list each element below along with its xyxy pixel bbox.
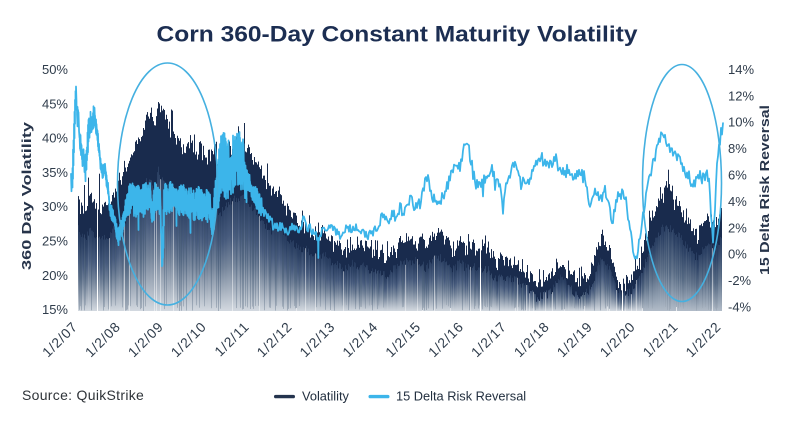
svg-text:6%: 6%	[728, 168, 747, 183]
svg-text:Source: QuikStrike: Source: QuikStrike	[22, 387, 144, 403]
svg-text:0%: 0%	[728, 247, 747, 262]
svg-text:Volatility: Volatility	[302, 389, 350, 404]
svg-text:45%: 45%	[42, 96, 68, 111]
svg-text:10%: 10%	[728, 115, 754, 130]
svg-text:2%: 2%	[728, 220, 747, 235]
svg-text:15 Delta Risk Reversal: 15 Delta Risk Reversal	[757, 105, 772, 275]
svg-text:Corn 360-Day Constant Maturity: Corn 360-Day Constant Maturity Volatilit…	[157, 22, 639, 47]
svg-text:15 Delta Risk Reversal: 15 Delta Risk Reversal	[396, 389, 526, 404]
svg-text:30%: 30%	[42, 199, 68, 214]
svg-text:15%: 15%	[42, 302, 68, 317]
svg-text:-4%: -4%	[728, 300, 752, 315]
svg-text:14%: 14%	[728, 62, 754, 77]
svg-text:360 Day Volatility: 360 Day Volatility	[19, 121, 34, 270]
svg-text:-2%: -2%	[728, 273, 752, 288]
svg-text:25%: 25%	[42, 234, 68, 249]
svg-text:40%: 40%	[42, 131, 68, 146]
svg-text:4%: 4%	[728, 194, 747, 209]
svg-text:35%: 35%	[42, 165, 68, 180]
svg-text:12%: 12%	[728, 88, 754, 103]
svg-text:8%: 8%	[728, 141, 747, 156]
svg-text:50%: 50%	[42, 62, 68, 77]
svg-text:20%: 20%	[42, 268, 68, 283]
